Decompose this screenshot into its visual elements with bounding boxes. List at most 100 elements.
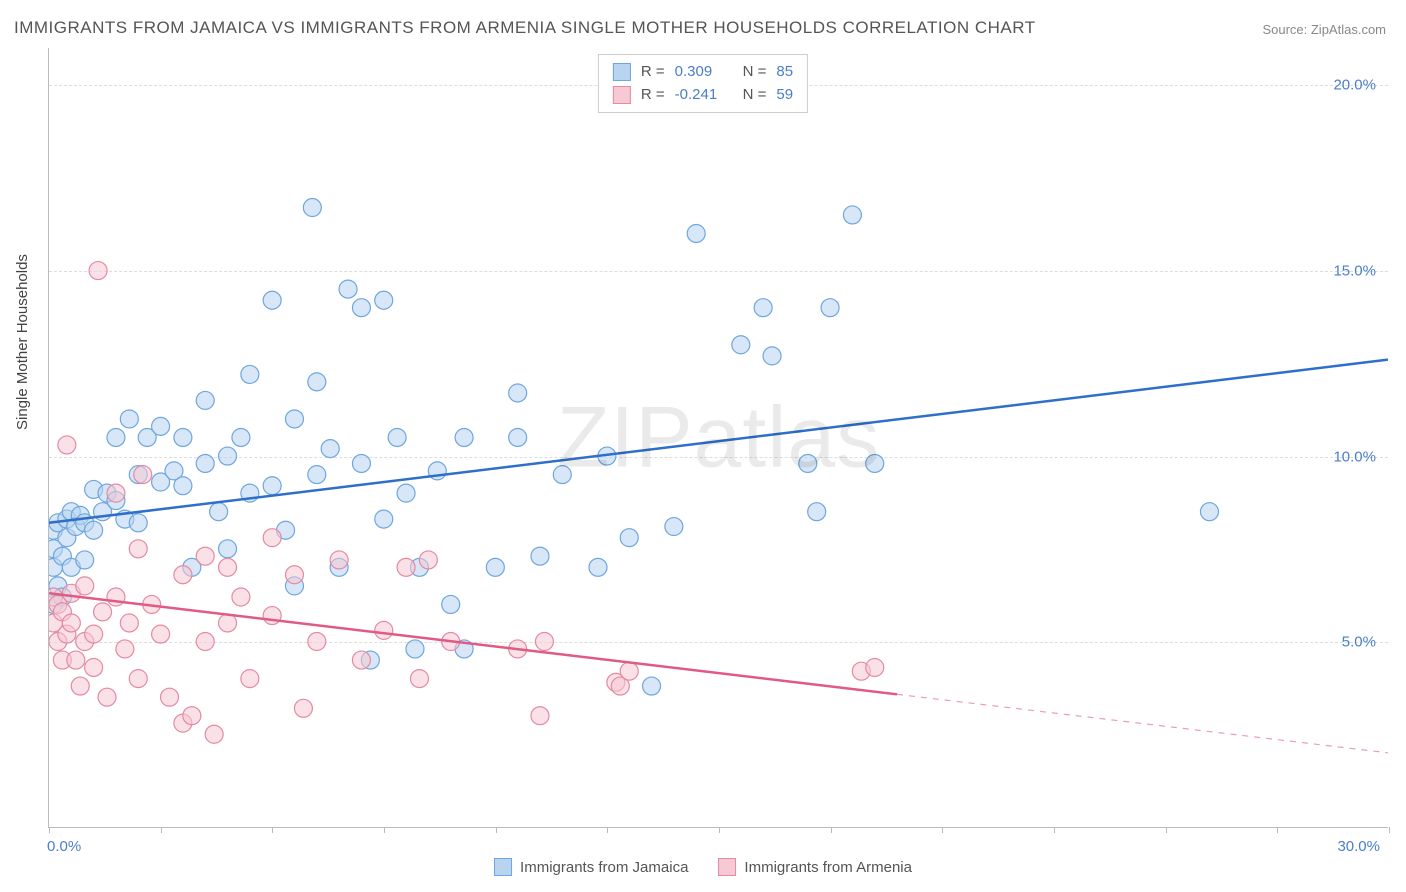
scatter-point [116, 640, 134, 658]
scatter-point [134, 466, 152, 484]
scatter-point [866, 454, 884, 472]
scatter-point [210, 503, 228, 521]
scatter-point [152, 625, 170, 643]
y-axis-label: Single Mother Households [14, 254, 31, 430]
scatter-point [85, 521, 103, 539]
scatter-point [442, 595, 460, 613]
scatter-point [285, 410, 303, 428]
scatter-point [196, 633, 214, 651]
scatter-point [232, 588, 250, 606]
scatter-point [643, 677, 661, 695]
x-tick [496, 827, 497, 833]
scatter-point [754, 299, 772, 317]
scatter-point [174, 429, 192, 447]
scatter-point [85, 625, 103, 643]
scatter-point [294, 699, 312, 717]
scatter-point [406, 640, 424, 658]
scatter-point [174, 477, 192, 495]
scatter-point [308, 633, 326, 651]
scatter-point [843, 206, 861, 224]
scatter-point [85, 659, 103, 677]
x-tick [1166, 827, 1167, 833]
scatter-plot-svg [49, 48, 1388, 827]
scatter-point [330, 551, 348, 569]
scatter-point [174, 566, 192, 584]
legend-swatch-jamaica [613, 63, 631, 81]
scatter-point [120, 614, 138, 632]
r-value-jamaica: 0.309 [675, 61, 733, 84]
series-legend-label: Immigrants from Armenia [744, 859, 912, 876]
x-tick [272, 827, 273, 833]
scatter-point [388, 429, 406, 447]
scatter-point [509, 429, 527, 447]
x-tick [1277, 827, 1278, 833]
x-tick [831, 827, 832, 833]
regression-line [49, 360, 1388, 523]
regression-line-dashed [897, 694, 1388, 752]
scatter-point [509, 384, 527, 402]
series-legend-item-jamaica: Immigrants from Jamaica [494, 858, 688, 876]
scatter-point [196, 391, 214, 409]
scatter-point [821, 299, 839, 317]
correlation-legend-row-2: R = -0.241 N = 59 [613, 84, 793, 107]
scatter-point [285, 566, 303, 584]
series-legend: Immigrants from Jamaica Immigrants from … [494, 858, 912, 876]
scatter-point [76, 577, 94, 595]
scatter-point [763, 347, 781, 365]
scatter-point [241, 365, 259, 383]
scatter-point [219, 558, 237, 576]
scatter-point [375, 291, 393, 309]
x-tick [1389, 827, 1390, 833]
scatter-point [620, 529, 638, 547]
scatter-point [219, 540, 237, 558]
x-tick [49, 827, 50, 833]
scatter-point [196, 547, 214, 565]
scatter-point [687, 224, 705, 242]
scatter-point [375, 621, 393, 639]
r-label: R = [641, 84, 665, 107]
scatter-point [308, 466, 326, 484]
scatter-point [76, 551, 94, 569]
chart-plot-area: ZIPatlas 0.0% 30.0% 5.0%10.0%15.0%20.0% [48, 48, 1388, 828]
scatter-point [219, 447, 237, 465]
x-tick [1054, 827, 1055, 833]
n-label: N = [743, 61, 767, 84]
n-label: N = [743, 84, 767, 107]
scatter-point [308, 373, 326, 391]
scatter-point [129, 514, 147, 532]
scatter-point [107, 588, 125, 606]
scatter-point [263, 529, 281, 547]
scatter-point [1200, 503, 1218, 521]
scatter-point [152, 417, 170, 435]
scatter-point [531, 547, 549, 565]
scatter-point [232, 429, 250, 447]
scatter-point [62, 614, 80, 632]
x-axis-max-label: 30.0% [1337, 838, 1380, 855]
scatter-point [455, 429, 473, 447]
scatter-point [397, 558, 415, 576]
x-tick [719, 827, 720, 833]
x-tick [384, 827, 385, 833]
n-value-armenia: 59 [776, 84, 793, 107]
scatter-point [107, 484, 125, 502]
n-value-jamaica: 85 [776, 61, 793, 84]
r-label: R = [641, 61, 665, 84]
scatter-point [352, 299, 370, 317]
scatter-point [531, 707, 549, 725]
scatter-point [799, 454, 817, 472]
scatter-point [620, 662, 638, 680]
scatter-point [553, 466, 571, 484]
legend-swatch-armenia [613, 86, 631, 104]
scatter-point [410, 670, 428, 688]
scatter-point [183, 707, 201, 725]
scatter-point [263, 477, 281, 495]
scatter-point [58, 436, 76, 454]
scatter-point [352, 651, 370, 669]
chart-title: IMMIGRANTS FROM JAMAICA VS IMMIGRANTS FR… [14, 18, 1036, 38]
scatter-point [303, 199, 321, 217]
scatter-point [263, 291, 281, 309]
scatter-point [196, 454, 214, 472]
legend-swatch-jamaica [494, 858, 512, 876]
scatter-point [129, 540, 147, 558]
source-attribution: Source: ZipAtlas.com [1262, 22, 1386, 37]
